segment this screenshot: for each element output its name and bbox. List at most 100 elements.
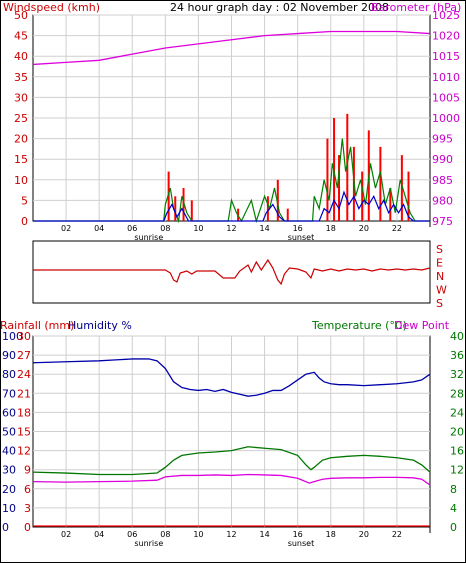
temperature-tick-label: 0 (450, 521, 457, 534)
direction-tick-label: E (436, 256, 443, 269)
direction-tick-label: S (436, 297, 443, 310)
x-tick-label: 02 (61, 224, 71, 233)
wind-gust-series-line (33, 138, 430, 224)
windspeed-tick-label: 5 (21, 194, 28, 207)
x-tick-label: 06 (127, 224, 137, 233)
x-tick-label: 20 (359, 224, 369, 233)
rainfall-tick-label: 15 (17, 426, 31, 439)
x-tick-label: 16 (293, 530, 303, 539)
rainfall-tick-label: 18 (17, 406, 31, 419)
rainfall-tick-label: 30 (17, 330, 31, 343)
direction-tick-label: S (436, 243, 443, 256)
windspeed-tick-label: 45 (14, 30, 28, 43)
barometer-tick-label: 1005 (432, 91, 460, 104)
barometer-axis-label: Barometer (hPa) (371, 1, 461, 14)
chart-title: 24 hour graph day : 02 November 2008 (170, 1, 389, 14)
windspeed-tick-label: 10 (14, 174, 28, 187)
rainfall-tick-label: 9 (24, 464, 31, 477)
rainfall-tick-label: 3 (24, 502, 31, 515)
temperature-tick-label: 20 (450, 426, 464, 439)
barometer-tick-label: 1010 (432, 71, 460, 84)
temperature-tick-label: 36 (450, 349, 464, 362)
windspeed-tick-label: 35 (14, 71, 28, 84)
windspeed-tick-label: 15 (14, 153, 28, 166)
temperature-axis-label: Temperature (°C) (311, 319, 407, 332)
rainfall-tick-label: 21 (17, 387, 31, 400)
x-tick-label: 08 (160, 224, 170, 233)
rainfall-tick-label: 24 (17, 368, 31, 381)
sunset-marker: sunset (288, 539, 315, 548)
humidity-axis-label: Humidity % (68, 319, 132, 332)
dewpoint-series-line (32, 473, 431, 486)
sunset-marker: sunset (288, 233, 315, 242)
x-tick-label: 12 (226, 224, 236, 233)
windspeed-tick-label: 20 (14, 133, 28, 146)
barometer-tick-label: 975 (432, 215, 453, 228)
direction-tick-label: N (436, 270, 444, 283)
direction-series-line (33, 258, 431, 286)
rainfall-tick-label: 27 (17, 349, 31, 362)
barometer-tick-label: 990 (432, 153, 453, 166)
x-tick-label: 04 (94, 530, 104, 539)
x-tick-label: 14 (259, 530, 269, 539)
direction-panel-frame (32, 240, 431, 304)
barometer-tick-label: 980 (432, 194, 453, 207)
humidity-tick-label: 50 (2, 426, 16, 439)
windspeed-tick-label: 40 (14, 50, 28, 63)
windspeed-tick-label: 25 (14, 112, 28, 125)
temperature-tick-label: 12 (450, 464, 464, 477)
barometer-tick-label: 985 (432, 174, 453, 187)
humidity-tick-label: 100 (2, 330, 23, 343)
temperature-tick-label: 16 (450, 445, 464, 458)
barometer-tick-label: 995 (432, 133, 453, 146)
temperature-tick-label: 4 (450, 502, 457, 515)
windspeed-tick-label: 0 (21, 215, 28, 228)
humidity-tick-label: 30 (2, 464, 16, 477)
sunrise-marker: sunrise (134, 233, 163, 242)
wind-avg-series-line (33, 190, 430, 222)
temperature-tick-label: 24 (450, 406, 464, 419)
x-tick-label: 04 (94, 224, 104, 233)
humidity-tick-label: 70 (2, 387, 16, 400)
humidity-series-line (32, 358, 431, 397)
rainfall-tick-label: 12 (17, 445, 31, 458)
barometer-tick-label: 1015 (432, 50, 460, 63)
barometer-tick-label: 1000 (432, 112, 460, 125)
sunrise-marker: sunrise (134, 539, 163, 548)
humidity-tick-label: 90 (2, 349, 16, 362)
x-tick-label: 22 (392, 224, 402, 233)
x-tick-label: 12 (226, 530, 236, 539)
temperature-tick-label: 28 (450, 387, 464, 400)
humidity-tick-label: 80 (2, 368, 16, 381)
barometer-tick-label: 1025 (432, 9, 460, 22)
windspeed-tick-label: 50 (14, 9, 28, 22)
x-tick-label: 16 (293, 224, 303, 233)
x-tick-label: 10 (193, 224, 203, 233)
x-tick-label: 08 (160, 530, 170, 539)
humidity-tick-label: 10 (2, 502, 16, 515)
barometer-tick-label: 1020 (432, 30, 460, 43)
x-tick-label: 02 (61, 530, 71, 539)
rainfall-axis-label: Rainfall (mm) (0, 319, 74, 332)
rainfall-tick-label: 6 (24, 483, 31, 496)
temperature-tick-label: 40 (450, 330, 464, 343)
x-tick-label: 14 (259, 224, 269, 233)
humidity-tick-label: 60 (2, 406, 16, 419)
x-tick-label: 18 (326, 530, 336, 539)
humidity-tick-label: 0 (2, 521, 9, 534)
x-tick-label: 20 (359, 530, 369, 539)
temperature-series-line (32, 446, 431, 476)
temperature-tick-label: 32 (450, 368, 464, 381)
direction-tick-label: W (436, 283, 447, 296)
humidity-tick-label: 40 (2, 445, 16, 458)
rainfall-tick-label: 0 (24, 521, 31, 534)
x-tick-label: 22 (392, 530, 402, 539)
x-tick-label: 06 (127, 530, 137, 539)
temperature-tick-label: 8 (450, 483, 457, 496)
windspeed-tick-label: 30 (14, 91, 28, 104)
humidity-tick-label: 20 (2, 483, 16, 496)
windspeed-axis-label: Windspeed (kmh) (3, 1, 100, 14)
x-tick-label: 10 (193, 530, 203, 539)
